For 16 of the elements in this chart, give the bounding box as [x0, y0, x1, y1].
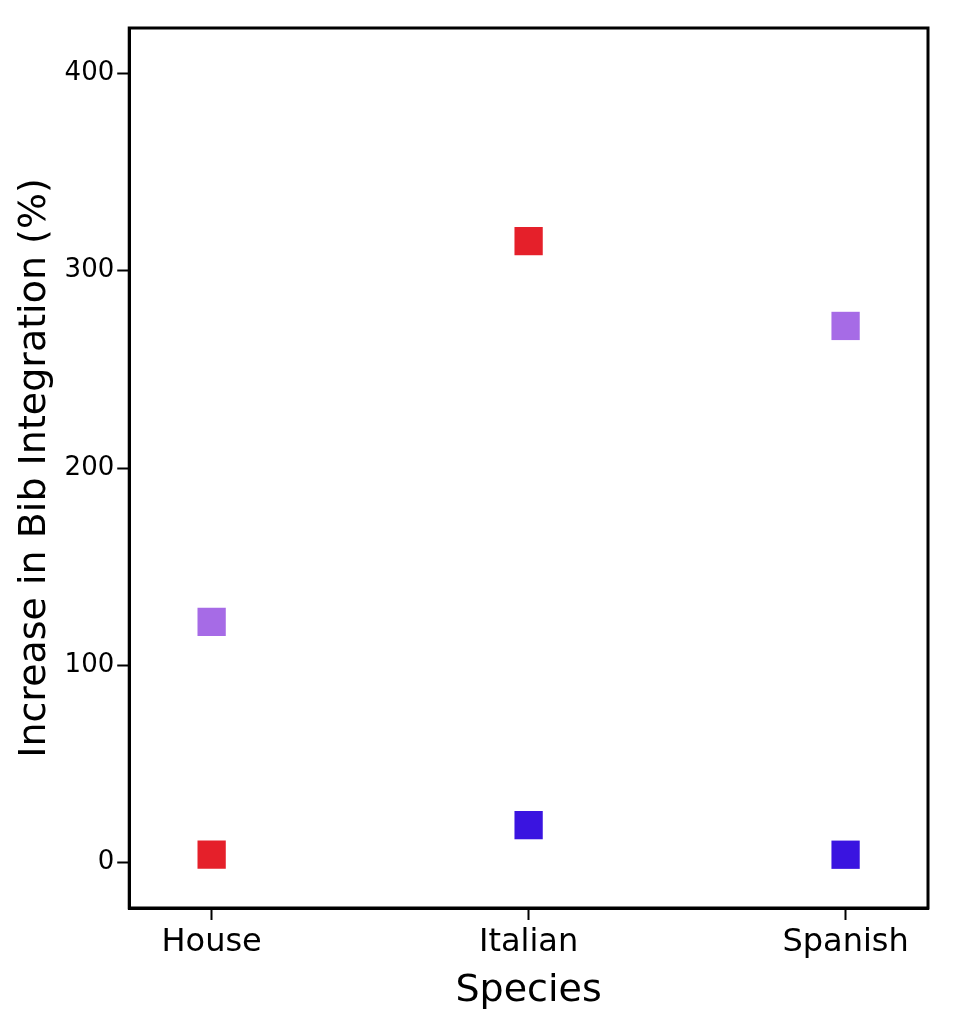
point	[197, 607, 226, 637]
point	[831, 840, 860, 869]
x-axis-title: Species	[455, 966, 602, 1011]
y-tick-label: 400	[64, 56, 115, 87]
y-tick-label: 100	[64, 648, 115, 679]
x-tick-label: Italian	[478, 920, 579, 959]
x-tick-label: Spanish	[782, 920, 909, 959]
y-tick-label: 0	[97, 845, 115, 876]
x-tick-label: House	[161, 920, 262, 959]
y-axis-title: Increase in Bib Integration (%)	[9, 178, 54, 758]
point	[197, 840, 226, 869]
point	[514, 226, 543, 256]
point	[831, 311, 860, 341]
point	[514, 810, 543, 840]
y-tick-label: 300	[64, 253, 115, 284]
y-tick-label: 200	[64, 450, 115, 481]
